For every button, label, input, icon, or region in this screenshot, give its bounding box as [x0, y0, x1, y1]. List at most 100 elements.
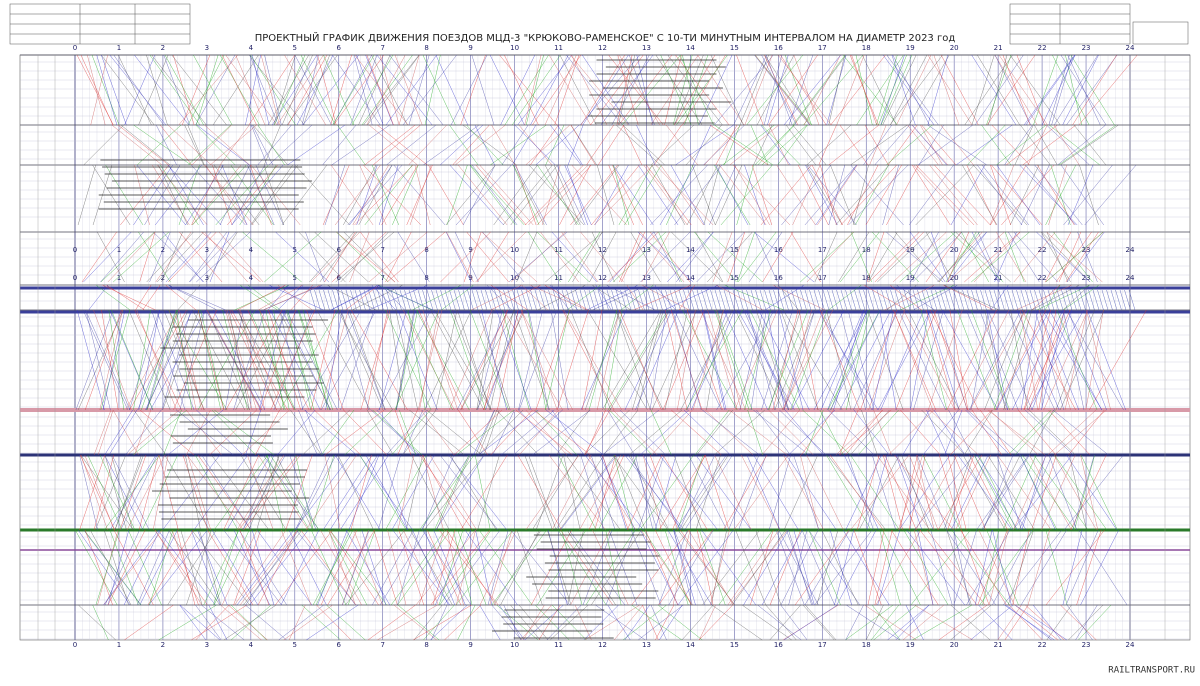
train-path: [1075, 604, 1098, 641]
train-path: [190, 529, 221, 606]
train-path: [582, 309, 603, 411]
train-path: [507, 289, 515, 311]
train-path: [980, 289, 987, 311]
train-path: [703, 164, 720, 226]
train-path: [1070, 289, 1077, 311]
train-path: [485, 309, 520, 411]
train-path: [535, 409, 578, 456]
train-path: [650, 164, 708, 226]
train-path: [419, 454, 475, 531]
train-path: [1027, 124, 1048, 166]
train-path: [659, 604, 683, 641]
train-path: [368, 124, 418, 166]
train-path: [345, 289, 353, 311]
train-path: [402, 54, 457, 126]
train-path: [332, 289, 339, 311]
train-path: [903, 289, 911, 311]
train-path: [167, 231, 217, 283]
train-path: [911, 124, 947, 166]
train-path: [288, 604, 306, 641]
train-path: [946, 529, 972, 606]
train-path: [424, 54, 441, 126]
train-path: [333, 54, 385, 126]
train-path: [129, 309, 160, 411]
train-path: [720, 164, 773, 226]
train-path: [714, 309, 750, 411]
train-path: [786, 529, 814, 606]
train-path: [304, 409, 357, 456]
train-path: [179, 604, 221, 641]
train-path: [408, 289, 416, 311]
train-path: [969, 454, 1008, 531]
hour-label: 24: [1126, 274, 1135, 282]
hour-label: 7: [380, 274, 384, 282]
hour-label: 14: [686, 246, 695, 254]
train-path: [671, 409, 722, 456]
train-path: [504, 54, 539, 126]
train-path: [908, 289, 915, 311]
train-path: [744, 164, 766, 226]
train-path: [669, 289, 677, 311]
train-path: [996, 454, 1022, 531]
train-path: [448, 309, 493, 411]
train-path: [950, 604, 992, 641]
train-path: [334, 454, 381, 531]
train-path: [915, 454, 958, 531]
hour-label: 1: [117, 246, 121, 254]
train-path: [559, 164, 591, 226]
train-path: [111, 309, 154, 411]
train-path: [989, 409, 1039, 456]
train-path: [320, 529, 362, 606]
train-path: [974, 454, 1014, 531]
train-path: [511, 54, 561, 126]
train-path: [921, 409, 966, 456]
train-path: [1059, 309, 1105, 411]
train-path: [556, 309, 589, 411]
train-path: [345, 529, 406, 606]
train-path: [696, 409, 733, 456]
train-path: [855, 164, 889, 226]
train-path: [656, 289, 663, 311]
train-path: [719, 164, 767, 226]
train-path: [827, 309, 881, 411]
train-path: [394, 309, 440, 411]
train-path: [211, 529, 259, 606]
train-path: [867, 529, 885, 606]
train-path: [655, 164, 714, 226]
train-path: [795, 289, 803, 311]
train-path: [120, 454, 158, 531]
train-path: [204, 124, 250, 166]
train-path: [788, 409, 836, 456]
train-path: [111, 454, 150, 531]
train-path: [560, 454, 617, 531]
train-path: [76, 54, 114, 126]
train-path: [836, 289, 843, 311]
train-path: [148, 529, 208, 606]
hour-label: 15: [730, 44, 739, 52]
train-path: [248, 54, 296, 126]
train-path: [201, 604, 245, 641]
train-path: [826, 54, 847, 126]
train-path: [408, 54, 430, 126]
train-path: [1062, 54, 1099, 126]
train-path: [626, 454, 663, 531]
train-path: [994, 54, 1032, 126]
train-path: [750, 529, 774, 606]
train-path: [741, 289, 749, 311]
train-path: [835, 164, 890, 226]
train-path: [865, 604, 884, 641]
train-path: [109, 54, 167, 126]
train-path: [946, 529, 996, 606]
train-path: [829, 529, 852, 606]
train-path: [294, 54, 332, 126]
train-path: [103, 529, 163, 606]
train-path: [761, 529, 803, 606]
train-path: [316, 604, 352, 641]
hour-label: 10: [510, 44, 519, 52]
train-path: [592, 284, 648, 311]
train-path: [731, 529, 786, 606]
train-path: [452, 529, 473, 606]
train-path: [942, 309, 999, 411]
train-path: [1001, 164, 1055, 226]
train-path: [1061, 289, 1068, 311]
